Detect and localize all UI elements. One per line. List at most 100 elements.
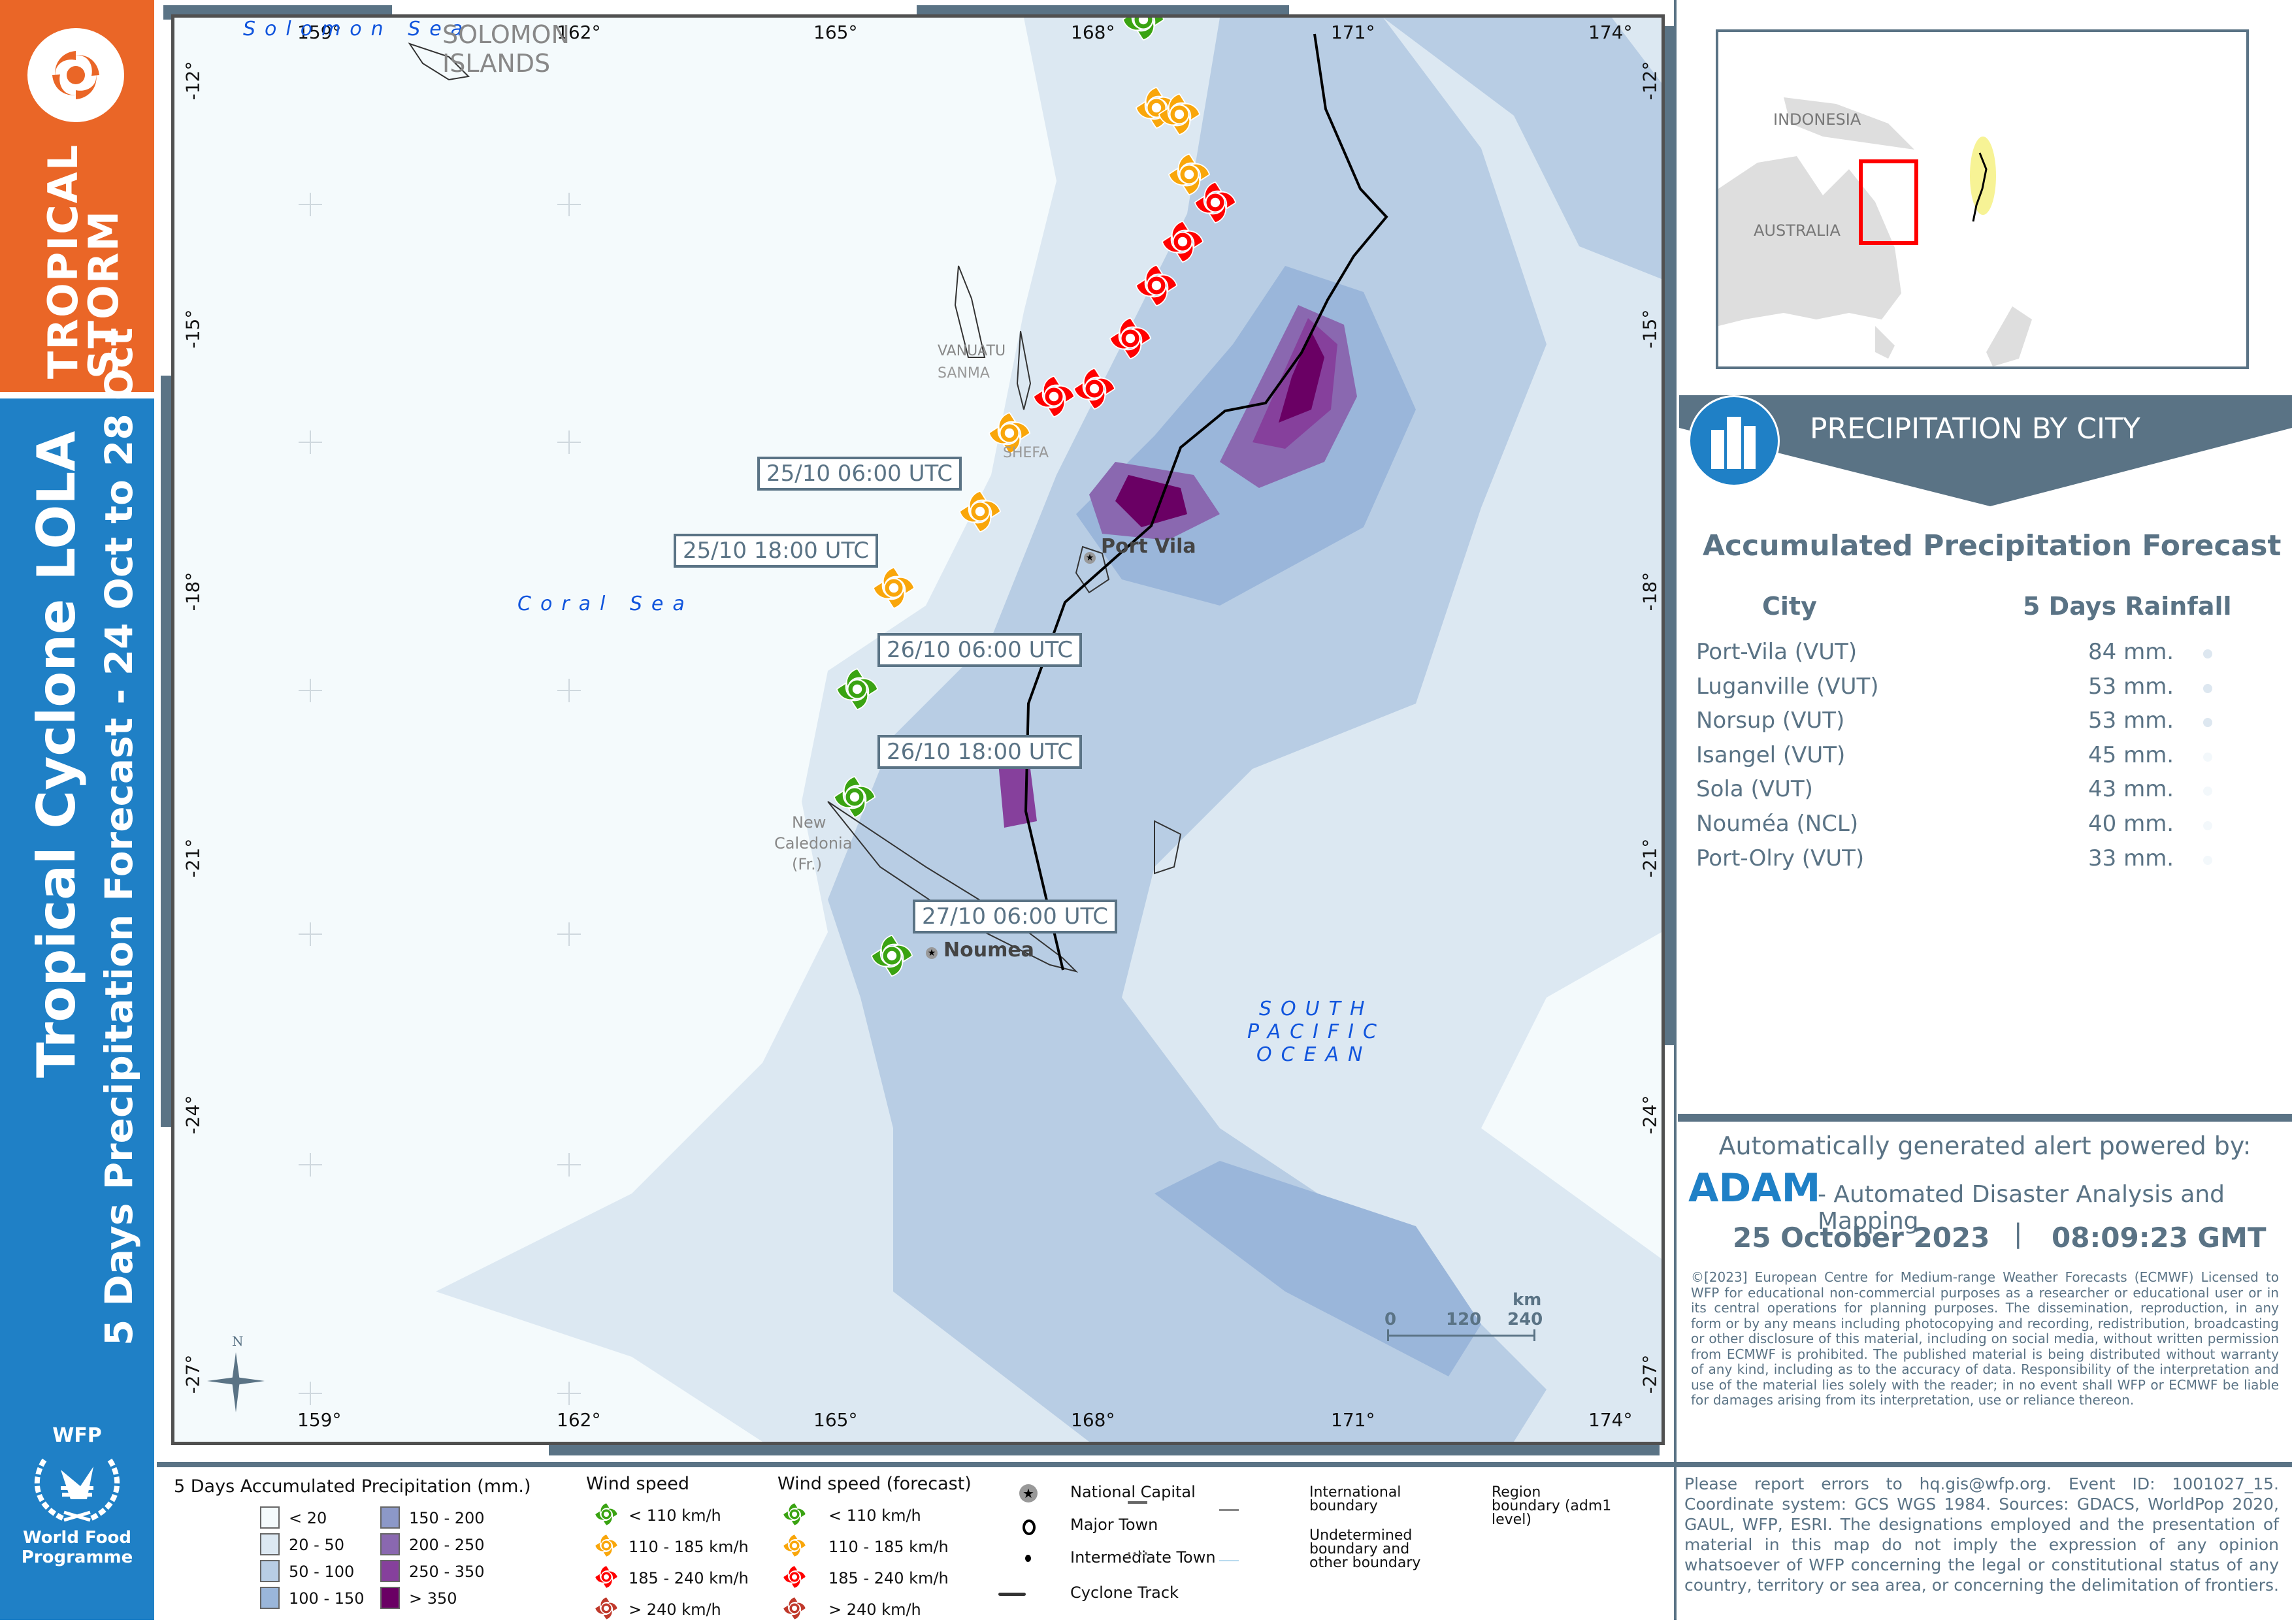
adam-brand-full: - Automated Disaster Analysis and Mappin… <box>1818 1181 2225 1235</box>
city-row: Luganville (VUT) 53 mm. <box>1696 674 2232 707</box>
wind-icon <box>593 1501 619 1530</box>
cyclone-position-icon[interactable] <box>1159 218 1206 268</box>
adam-brand[interactable]: ADAM <box>1688 1165 1821 1211</box>
intl-boundary-icon <box>1128 1501 1147 1504</box>
cyclone-position-icon[interactable] <box>868 932 915 982</box>
locator-map-layer <box>1718 97 2032 366</box>
city-label-port-vila[interactable]: Port Vila <box>1101 535 1196 558</box>
rainfall-class-dot <box>2203 683 2212 693</box>
lon-tick: 174° <box>1588 1409 1633 1431</box>
cyclone-position-icon[interactable] <box>831 773 878 823</box>
city-label-noumea[interactable]: Noumea <box>943 939 1034 962</box>
lat-tick: -12° <box>1639 61 1661 101</box>
forecast-wind-icon <box>781 1533 808 1561</box>
scale-bar: km 0 120 240 <box>1384 1290 1554 1344</box>
legend-intl-boundary: International boundary <box>1309 1484 1401 1514</box>
cyclone-position-icon[interactable] <box>1133 84 1180 134</box>
main-title: Tropical Cyclone LOLA <box>26 430 87 1078</box>
city-row: Port-Vila (VUT) 84 mm. <box>1696 639 2232 673</box>
sea-label-solomon: Solomon Sea <box>243 18 472 41</box>
cyclone-position-icon[interactable] <box>1030 373 1077 423</box>
lon-tick: 171° <box>1331 22 1375 43</box>
precip-legend-title: 5 Days Accumulated Precipitation (mm.) <box>174 1476 531 1497</box>
region-boundary-icon <box>1219 1509 1239 1511</box>
city-rainfall: 53 mm. <box>2088 707 2174 734</box>
main-map[interactable]: 159° 162° 165° 168° 171° 174° 159° 162° … <box>171 14 1665 1445</box>
inset-label-australia: AUSTRALIA <box>1754 221 1841 240</box>
cyclone-position-icon[interactable] <box>834 666 881 715</box>
intermediate-town-icon <box>1025 1555 1031 1562</box>
frame-decoration <box>1665 26 1674 1045</box>
date-time-separator: | <box>2014 1219 2023 1249</box>
city-name: Sola (VUT) <box>1696 776 1813 803</box>
city-name: Port-Vila (VUT) <box>1696 639 1858 665</box>
inset-label-indonesia: INDONESIA <box>1773 110 1861 129</box>
wind-class-label: 185 - 240 km/h <box>629 1569 749 1587</box>
ocean-label-line3: OCEAN <box>1256 1043 1372 1066</box>
track-time-label: 25/10 18:00 UTC <box>674 534 878 568</box>
wheat-wreath-icon <box>34 1458 120 1522</box>
lon-tick: 162° <box>557 1409 601 1431</box>
lat-tick: -12° <box>182 61 204 101</box>
wfp-name-2: Programme <box>21 1548 133 1567</box>
lat-tick: -27° <box>1639 1354 1661 1394</box>
precip-swatch <box>380 1506 400 1529</box>
lat-tick: -24° <box>1639 1095 1661 1135</box>
precip-swatch <box>380 1587 400 1609</box>
lon-tick: 165° <box>813 1409 858 1431</box>
wind-class-label: < 110 km/h <box>629 1506 721 1525</box>
cyclone-icon <box>27 28 124 122</box>
precip-class-label: 50 - 100 <box>289 1563 355 1581</box>
country-label-vanuatu: VANUATU <box>938 343 1006 359</box>
legend-region-boundary: Region boundary (adm1 level) <box>1492 1484 1612 1528</box>
city-name: Norsup (VUT) <box>1696 707 1845 734</box>
lat-tick: -21° <box>1639 838 1661 878</box>
country-label-newcal-1: New <box>792 813 827 832</box>
lat-tick: -15° <box>1639 309 1661 349</box>
subtitle: 5 Days Precipitation Forecast - 24 Oct t… <box>97 327 141 1346</box>
cyclone-position-icon[interactable] <box>957 488 1004 538</box>
lon-tick: 174° <box>1588 22 1633 43</box>
city-rainfall: 53 mm. <box>2088 673 2174 700</box>
lat-tick: -24° <box>182 1095 204 1135</box>
city-name: Isangel (VUT) <box>1696 741 1846 768</box>
cyclone-position-icon[interactable] <box>1071 365 1118 415</box>
scale-label: 240 <box>1507 1310 1543 1329</box>
cyclone-position-icon[interactable] <box>1166 151 1213 201</box>
powered-by: Automatically generated alert powered by… <box>1718 1131 2251 1160</box>
cyclone-position-icon[interactable] <box>1120 18 1167 46</box>
wind-class-label: 110 - 185 km/h <box>828 1538 949 1556</box>
precipitation-layer <box>299 18 1662 1442</box>
city-row: Isangel (VUT) 45 mm. <box>1696 742 2232 776</box>
undetermined-boundary-icon <box>1128 1552 1147 1555</box>
city-rainfall: 40 mm. <box>2088 811 2174 837</box>
major-town-icon <box>1023 1519 1036 1535</box>
precip-swatch <box>380 1533 400 1555</box>
ocean-label-line1: SOUTH <box>1259 998 1374 1020</box>
cyclone-position-icon[interactable] <box>1133 262 1180 312</box>
wfp-name-1: World Food <box>22 1528 132 1548</box>
lat-tick: -21° <box>182 838 204 878</box>
locator-map[interactable]: INDONESIA AUSTRALIA <box>1716 29 2249 369</box>
cyclone-position-icon[interactable] <box>870 564 917 614</box>
lat-tick: -18° <box>182 572 204 611</box>
country-label-islands: ISLANDS <box>442 49 551 78</box>
track-time-label: 27/10 06:00 UTC <box>913 900 1117 934</box>
legend-undetermined-boundary: Undetermined boundary and other boundary <box>1309 1527 1421 1571</box>
precipitation-header: PRECIPITATION BY CITY <box>1679 395 2292 513</box>
track-time-label: 26/10 18:00 UTC <box>877 735 1082 769</box>
city-name: Port-Olry (VUT) <box>1696 845 1865 871</box>
wind-icon <box>593 1533 619 1561</box>
city-name: Nouméa (NCL) <box>1696 811 1859 837</box>
cyclone-position-icon[interactable] <box>1192 179 1239 229</box>
precip-class-label: 200 - 250 <box>409 1536 485 1554</box>
wind-forecast-legend-title: Wind speed (forecast) <box>778 1474 972 1494</box>
section-divider <box>1678 1114 2292 1122</box>
rainfall-class-dot <box>2203 649 2212 658</box>
col-header-rainfall: 5 Days Rainfall <box>2023 592 2232 621</box>
cyclone-position-icon[interactable] <box>1107 315 1154 365</box>
lon-tick: 168° <box>1071 22 1115 43</box>
cyclone-position-icon[interactable] <box>986 410 1033 459</box>
cyclone-position-icon[interactable] <box>1156 91 1203 140</box>
wind-class-label: < 110 km/h <box>828 1506 921 1525</box>
